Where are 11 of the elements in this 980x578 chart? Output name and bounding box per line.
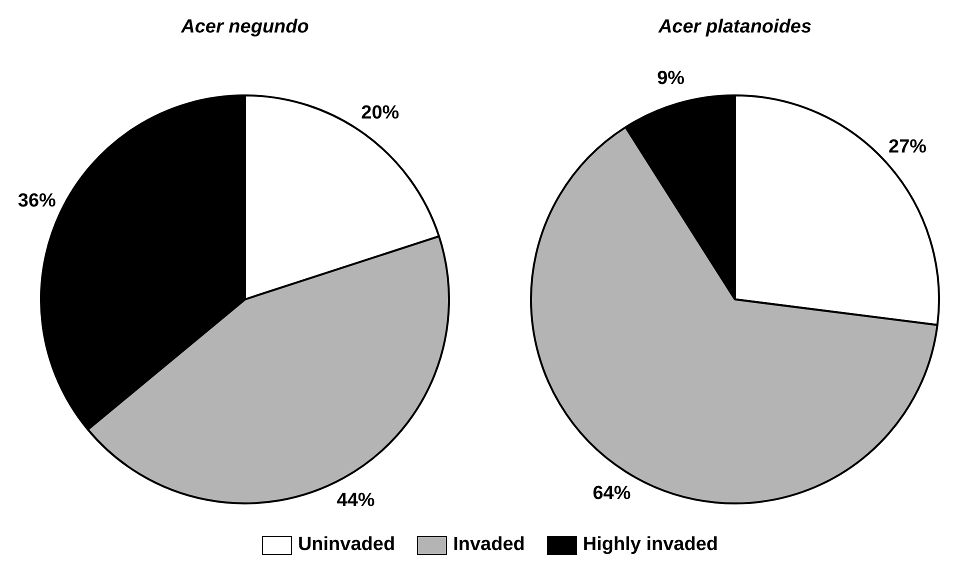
data-label: 20% xyxy=(361,102,400,124)
chart-title: Acer negundo xyxy=(180,16,309,38)
data-label: 36% xyxy=(18,190,56,212)
chart-title: Acer platanoides xyxy=(657,16,812,38)
legend-label: Highly invaded xyxy=(582,534,718,556)
data-label: 27% xyxy=(888,136,927,158)
data-label: 9% xyxy=(657,68,685,89)
legend-label: Uninvaded xyxy=(298,534,396,556)
data-label: 44% xyxy=(336,490,375,512)
data-label: 64% xyxy=(592,482,631,504)
legend-label: Invaded xyxy=(453,534,525,556)
